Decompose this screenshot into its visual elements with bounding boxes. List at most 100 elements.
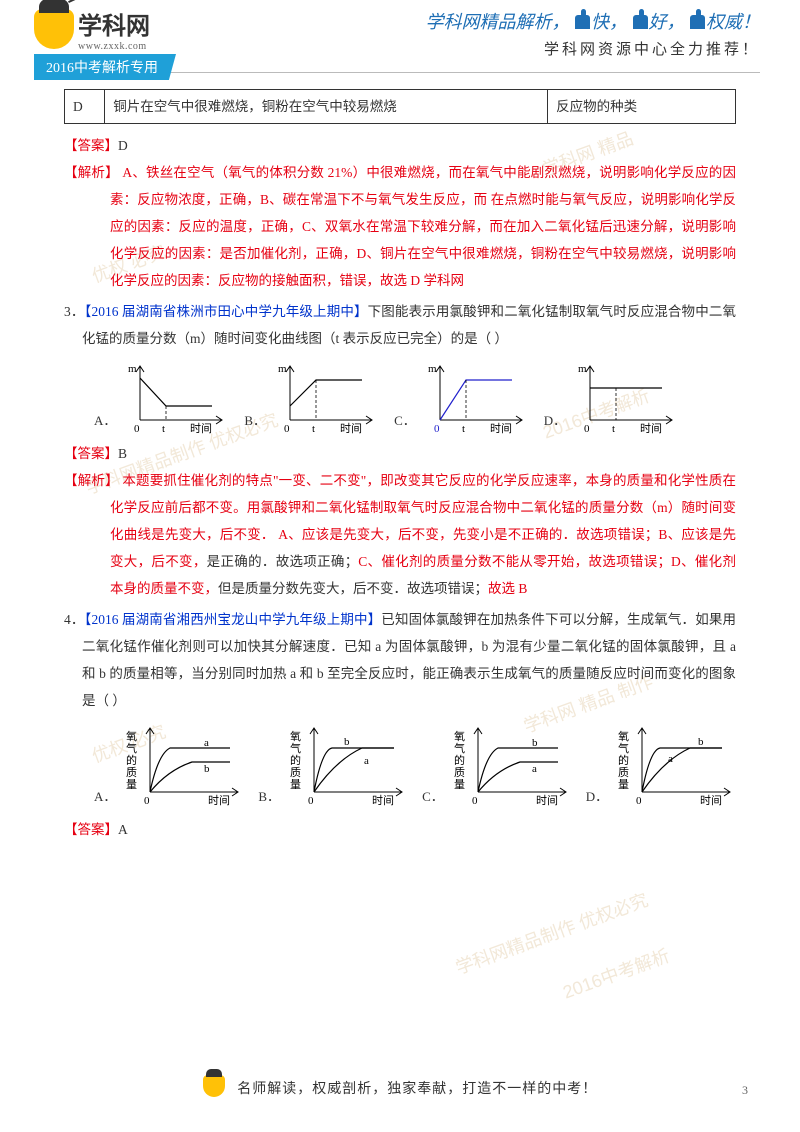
answer-3: 【答案】A: [64, 816, 736, 843]
svg-text:的: 的: [618, 753, 629, 767]
svg-text:t: t: [162, 423, 165, 435]
logo-icon: [34, 9, 74, 49]
svg-text:时间: 时间: [536, 794, 558, 807]
opt-C: C．: [394, 408, 416, 436]
svg-text:时间: 时间: [700, 794, 722, 807]
svg-text:m: m: [578, 363, 587, 375]
chart-B: B． m 0 t 时间: [244, 358, 384, 436]
footer-logo-icon: [203, 1075, 225, 1097]
svg-text:氧: 氧: [126, 729, 137, 743]
svg-text:b: b: [204, 763, 210, 775]
chart-C-svg: m 0 t 时间: [422, 358, 534, 436]
chart4-B-svg: b a 氧气 的质 量 0 时间: [286, 720, 412, 812]
q4-charts: A． a b 氧气 的质 量 0 时间: [94, 720, 736, 812]
opt-D: D．: [586, 784, 608, 812]
recommend-line: 学科网资源中心全力推荐！: [426, 38, 761, 59]
svg-text:的: 的: [290, 753, 301, 767]
hw1: 快，: [591, 12, 627, 32]
exp2d: 但是质量分数先变大，后不变．故选项错误；: [218, 581, 488, 596]
q3-source: 【2016 届湖南省株洲市田心中学九年级上期中】: [85, 304, 368, 319]
svg-text:0: 0: [472, 795, 478, 807]
logo-name: 学科网: [78, 6, 150, 41]
opt-D: D．: [544, 408, 566, 436]
svg-text:质: 质: [618, 766, 629, 779]
svg-text:氧: 氧: [454, 729, 465, 743]
svg-text:的: 的: [126, 753, 137, 767]
hw3: 权威！: [706, 12, 760, 32]
svg-text:时间: 时间: [372, 794, 394, 807]
option-table: D 铜片在空气中很难燃烧，铜粉在空气中较易燃烧 反应物的种类: [64, 89, 736, 124]
footer-text: 名师解读，权威剖析，独家奉献，打造不一样的中考！: [237, 1082, 597, 1097]
hw2: 好，: [649, 12, 685, 32]
cell-factor: 反应物的种类: [548, 90, 736, 124]
svg-text:气: 气: [618, 741, 629, 755]
q4-num: 4．: [64, 612, 85, 627]
opt-B: B．: [258, 784, 280, 812]
answer-label: 【答案】: [64, 446, 118, 461]
exp-label: 【解析】: [64, 165, 119, 180]
answer-1: 【答案】D: [64, 132, 736, 159]
chart4-B: B． b a 氧气 的质 量 0 时间: [258, 720, 412, 812]
svg-text:量: 量: [290, 778, 301, 791]
exp-label: 【解析】: [64, 473, 119, 488]
svg-text:时间: 时间: [640, 422, 662, 435]
svg-text:时间: 时间: [190, 422, 212, 435]
chart-D-svg: m 0 t 时间: [572, 358, 684, 436]
question-4: 4．【2016 届湖南省湘西州宝龙山中学九年级上期中】已知固体氯酸钾在加热条件下…: [64, 606, 736, 714]
chart4-D: D． b a 氧气 的质 量 0 时间: [586, 720, 740, 812]
svg-text:a: a: [364, 755, 369, 767]
svg-text:b: b: [532, 737, 538, 749]
cell-opt: D: [65, 90, 105, 124]
exp2b: 是正确的．故选项正确；: [207, 554, 359, 569]
svg-text:量: 量: [126, 778, 137, 791]
cell-desc: 铜片在空气中很难燃烧，铜粉在空气中较易燃烧: [105, 90, 548, 124]
svg-text:量: 量: [618, 778, 629, 791]
chart-B-svg: m 0 t 时间: [272, 358, 384, 436]
chart-A-svg: m 0 t 时间: [122, 358, 234, 436]
opt-A: A．: [94, 408, 116, 436]
svg-text:氧: 氧: [618, 729, 629, 743]
logo-block: 学科网 www.zxxk.com 2016中考解析专用: [34, 6, 176, 80]
svg-text:m: m: [128, 363, 137, 375]
svg-text:质: 质: [290, 766, 301, 779]
q3-charts: A． m 0 t 时间 B．: [94, 358, 736, 436]
chart-D: D． m 0 t 时间: [544, 358, 684, 436]
exp2e: 故选 B: [488, 581, 527, 596]
svg-text:t: t: [462, 423, 465, 435]
q4-source: 【2016 届湖南省湘西州宝龙山中学九年级上期中】: [85, 612, 382, 627]
opt-C: C．: [422, 784, 444, 812]
chart4-A-svg: a b 氧气 的质 量 0 时间: [122, 720, 248, 812]
svg-text:气: 气: [126, 741, 137, 755]
svg-text:0: 0: [636, 795, 642, 807]
chart4-D-svg: b a 氧气 的质 量 0 时间: [614, 720, 740, 812]
svg-text:m: m: [278, 363, 287, 375]
svg-text:氧: 氧: [290, 729, 301, 743]
thumb-icon: [633, 15, 648, 29]
chart4-A: A． a b 氧气 的质 量 0 时间: [94, 720, 248, 812]
answer-label: 【答案】: [64, 138, 118, 153]
banner: 2016中考解析专用: [34, 54, 176, 80]
svg-text:时间: 时间: [340, 422, 362, 435]
answer-value: D: [118, 138, 128, 153]
svg-text:质: 质: [454, 766, 465, 779]
opt-A: A．: [94, 784, 116, 812]
svg-text:的: 的: [454, 753, 465, 767]
answer-2: 【答案】B: [64, 440, 736, 467]
svg-text:时间: 时间: [208, 794, 230, 807]
svg-text:0: 0: [584, 423, 590, 435]
answer-label: 【答案】: [64, 822, 118, 837]
svg-text:a: a: [532, 763, 537, 775]
svg-text:时间: 时间: [490, 422, 512, 435]
svg-text:0: 0: [308, 795, 314, 807]
exp-body: A、铁丝在空气（氧气的体积分数 21%）中很难燃烧，而在氧气中能剧烈燃烧，说明影…: [110, 165, 736, 288]
svg-text:气: 气: [454, 741, 465, 755]
table-row: D 铜片在空气中很难燃烧，铜粉在空气中较易燃烧 反应物的种类: [65, 90, 736, 124]
hw-prefix: 学科网精品解析，: [426, 12, 570, 32]
thumb-icon: [690, 15, 705, 29]
chart-C: C． m 0 t 时间: [394, 358, 534, 436]
answer-value: B: [118, 446, 127, 461]
explanation-2: 【解析】 本题要抓住催化剂的特点"一变、二不变"，即改变其它反应的化学反应速率，…: [64, 467, 736, 602]
explanation-1: 【解析】 A、铁丝在空气（氧气的体积分数 21%）中很难燃烧，而在氧气中能剧烈燃…: [64, 159, 736, 294]
svg-text:0: 0: [434, 423, 440, 435]
chart-A: A． m 0 t 时间: [94, 358, 234, 436]
